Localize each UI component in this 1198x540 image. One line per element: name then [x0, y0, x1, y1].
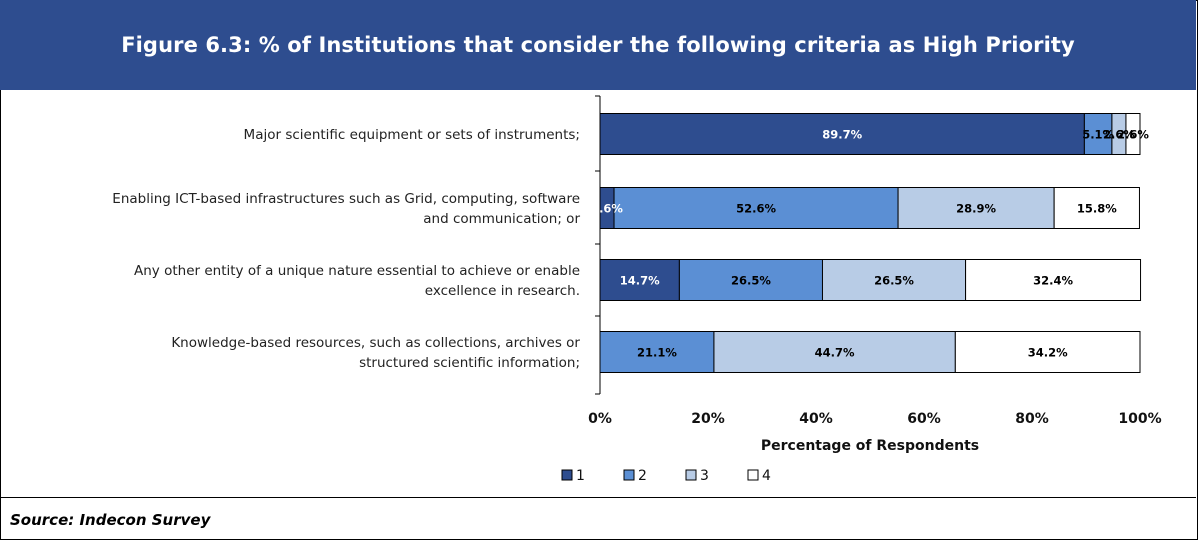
data-label: 89.7% — [822, 128, 862, 142]
chart-svg: Major scientific equipment or sets of in… — [112, 95, 1162, 484]
data-label: 2.6% — [591, 202, 623, 216]
bar-segment — [1125, 113, 1141, 155]
legend-label: 2 — [638, 468, 647, 484]
x-axis-title: Percentage of Respondents — [761, 438, 979, 454]
data-label: 15.8% — [1077, 202, 1117, 216]
x-tick-label: 80% — [1015, 411, 1049, 427]
bar-segment — [599, 331, 715, 373]
data-label: 52.6% — [736, 202, 776, 216]
bar-segment — [897, 187, 1055, 229]
x-tick-label: 60% — [907, 411, 941, 427]
data-label: 2.6% — [1117, 128, 1149, 142]
legend-label: 3 — [700, 468, 709, 484]
x-tick-label: 20% — [691, 411, 725, 427]
data-label: 26.5% — [874, 274, 914, 288]
x-tick-label: 0% — [588, 411, 612, 427]
bar-segment — [613, 187, 899, 229]
x-tick-label: 100% — [1118, 411, 1161, 427]
legend-swatch — [561, 469, 573, 481]
bar-segment — [965, 259, 1142, 301]
category-label: Enabling ICT-based infrastructures such … — [112, 191, 580, 207]
legend-swatch — [685, 469, 697, 481]
data-label: 2.6% — [1103, 128, 1135, 142]
data-label: 34.2% — [1028, 346, 1068, 360]
x-tick-label: 40% — [799, 411, 833, 427]
bar-segment — [1083, 113, 1113, 155]
legend-swatch — [623, 469, 635, 481]
category-label: structured scientific information; — [359, 355, 580, 371]
legend-label: 4 — [762, 468, 771, 484]
data-label: 44.7% — [815, 346, 855, 360]
bar-segment — [1053, 187, 1140, 229]
legend-label: 1 — [576, 468, 585, 484]
category-label: excellence in research. — [425, 283, 580, 299]
legend-swatch — [747, 469, 759, 481]
source-note: Source: Indecon Survey — [10, 511, 211, 529]
bar-segment — [599, 259, 680, 301]
category-label: Any other entity of a unique nature esse… — [134, 263, 580, 279]
figure-title: Figure 6.3: % of Institutions that consi… — [121, 33, 1075, 57]
data-label: 5.1% — [1082, 128, 1114, 142]
bar-segment — [821, 259, 967, 301]
bar-segment — [713, 331, 956, 373]
data-label: 26.5% — [731, 274, 771, 288]
figure-header: Figure 6.3: % of Institutions that consi… — [0, 0, 1196, 90]
data-label: 32.4% — [1033, 274, 1073, 288]
category-label: and communication; or — [423, 211, 580, 227]
bar-segment — [599, 113, 1085, 155]
category-label: Major scientific equipment or sets of in… — [244, 127, 580, 143]
data-label: 21.1% — [637, 346, 677, 360]
data-label: 28.9% — [956, 202, 996, 216]
stacked-bar-chart: Major scientific equipment or sets of in… — [0, 90, 1196, 498]
category-label: Knowledge-based resources, such as colle… — [171, 335, 580, 351]
data-label: 14.7% — [620, 274, 660, 288]
bar-segment — [954, 331, 1141, 373]
